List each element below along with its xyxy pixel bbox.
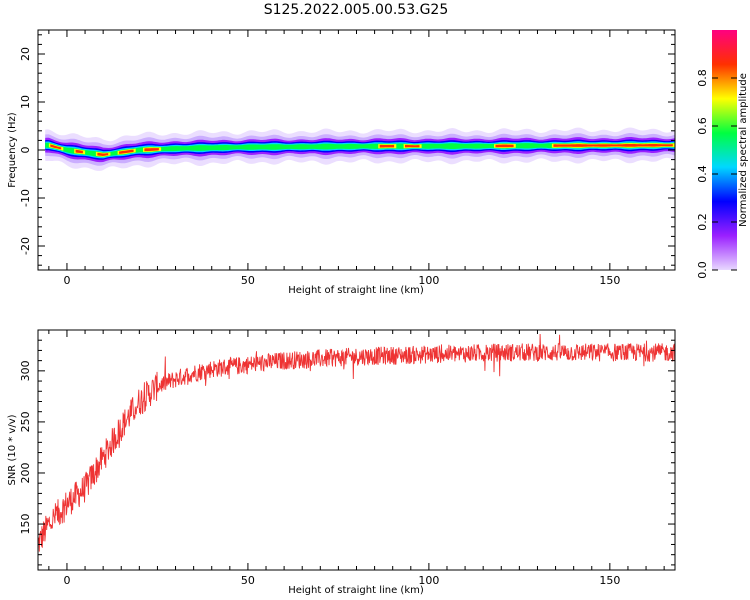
snr-xtick-label: 150 bbox=[599, 574, 620, 587]
figure-title: S125.2022.005.00.53.G25 bbox=[264, 2, 449, 18]
snr-xtick-label: 100 bbox=[418, 574, 439, 587]
spectrogram-band-5 bbox=[45, 142, 675, 158]
snr-xtick-label: 50 bbox=[241, 574, 255, 587]
snr-xlabel: Height of straight line (km) bbox=[288, 585, 424, 596]
spectrogram-ytick-label: 0 bbox=[19, 147, 32, 154]
spectrogram-ytick-label: 10 bbox=[19, 95, 32, 109]
spectrogram-xtick-label: 150 bbox=[599, 274, 620, 287]
snr-panel: 0 50 100 150 150 200 250 300 Height of straight… bbox=[7, 329, 676, 596]
snr-plot-area bbox=[38, 330, 675, 570]
spectrogram-peak-segment-7 bbox=[495, 144, 514, 148]
spectrogram-xtick-label: 0 bbox=[63, 274, 70, 287]
spectrogram-peak-segment-1 bbox=[75, 149, 83, 154]
spectrogram-ytick-label: -20 bbox=[19, 237, 32, 255]
spectrogram-peak-segment-2 bbox=[97, 152, 109, 156]
colorbar-label: Normalized spectral amplitude bbox=[738, 73, 749, 227]
snr-xtick-label: 0 bbox=[63, 574, 70, 587]
colorbar-ticks: 0.0 0.2 0.4 0.6 0.8 bbox=[696, 69, 737, 279]
colorbar-tick-label: 0.8 bbox=[696, 69, 709, 87]
colorbar: 0.0 0.2 0.4 0.6 0.8 Normalized spectral ampl… bbox=[696, 30, 749, 279]
spectrogram-peak-segment-5 bbox=[379, 144, 395, 148]
snr-ytick-label: 200 bbox=[19, 462, 32, 483]
snr-ticks: 0 50 100 150 150 200 250 300 bbox=[19, 329, 675, 587]
snr-ylabel: SNR (10 * v/v) bbox=[7, 414, 18, 485]
spectrogram-peak-segment-3 bbox=[119, 149, 134, 154]
spectrogram-peak-segment-0 bbox=[50, 144, 62, 150]
spectrogram-xtick-label: 100 bbox=[418, 274, 439, 287]
snr-ytick-label: 150 bbox=[19, 514, 32, 535]
spectrogram-peak-segment-8 bbox=[553, 144, 673, 147]
colorbar-gradient bbox=[712, 30, 737, 270]
spectrogram-ridge bbox=[45, 127, 675, 171]
spectrogram-xtick-label: 50 bbox=[241, 274, 255, 287]
colorbar-tick-label: 0.4 bbox=[696, 165, 709, 183]
snr-series-line bbox=[38, 333, 675, 552]
spectrogram-peak-segment-4 bbox=[144, 148, 159, 152]
spectrogram-ytick-label: 20 bbox=[19, 47, 32, 61]
snr-ytick-label: 250 bbox=[19, 411, 32, 432]
spectrogram-ylabel: Frequency (Hz) bbox=[7, 112, 18, 188]
colorbar-tick-label: 0.6 bbox=[696, 117, 709, 135]
colorbar-tick-label: 0.0 bbox=[696, 261, 709, 279]
snr-ytick-label: 300 bbox=[19, 360, 32, 381]
spectrogram-ytick-label: -10 bbox=[19, 189, 32, 207]
spectrogram-xlabel: Height of straight line (km) bbox=[288, 285, 424, 296]
colorbar-tick-label: 0.2 bbox=[696, 213, 709, 231]
spectrogram-peak-segment-6 bbox=[405, 144, 420, 148]
